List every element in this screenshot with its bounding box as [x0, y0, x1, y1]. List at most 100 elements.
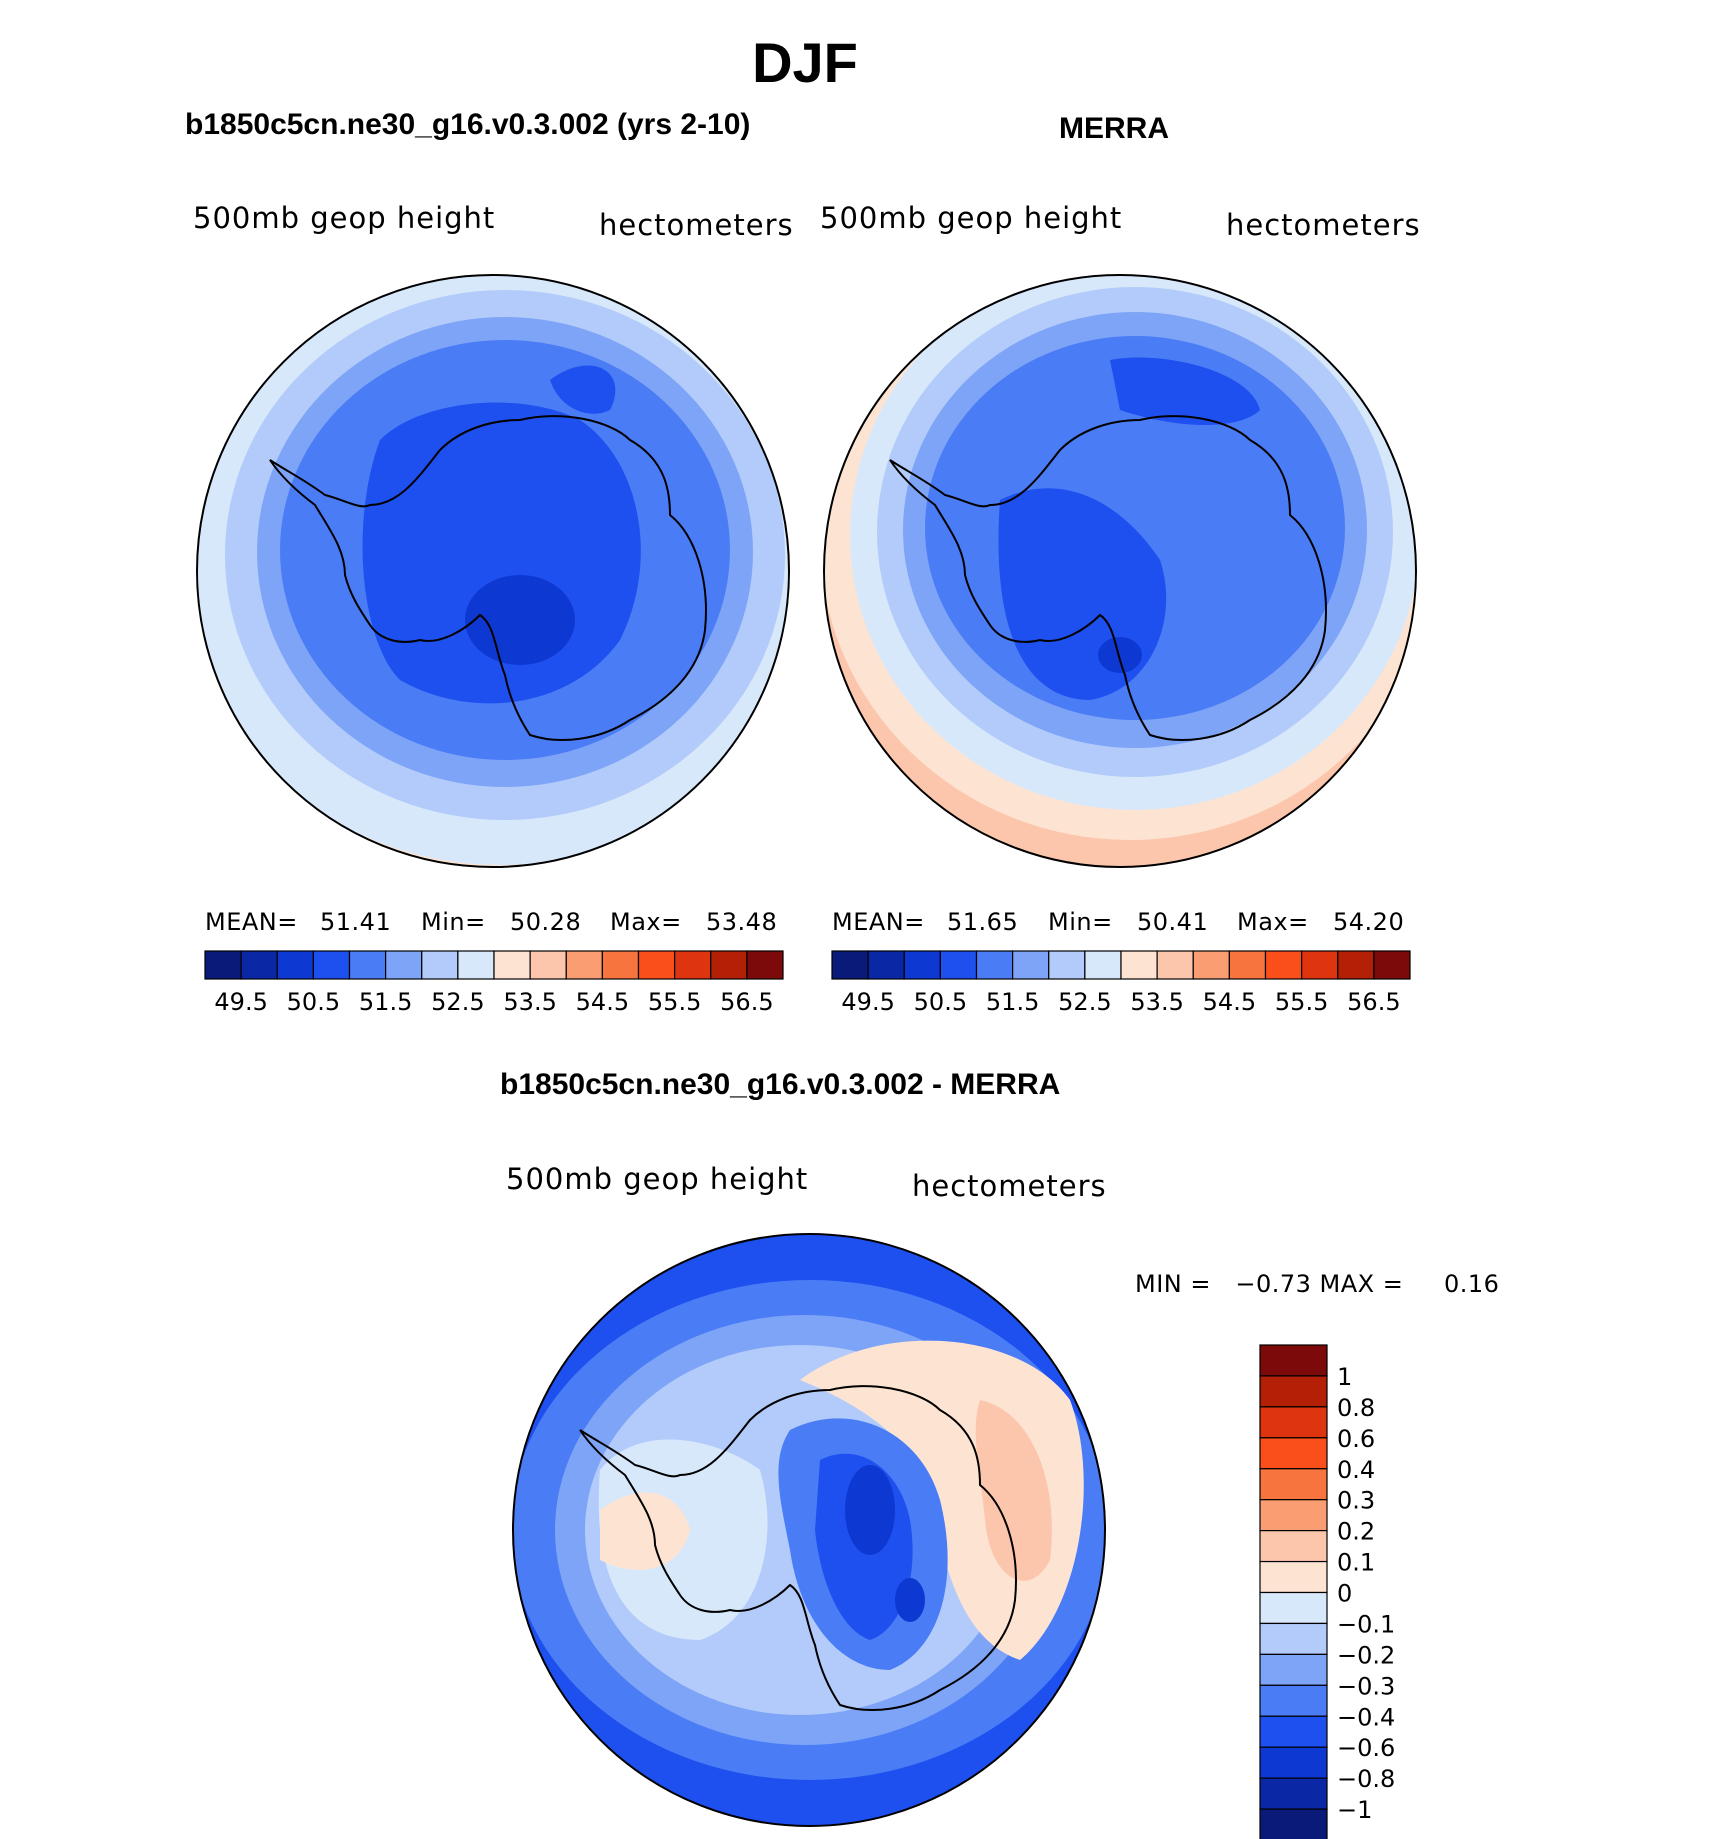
panel-1-colorbar-swatch: [601, 950, 640, 980]
panel-2-colorbar-swatch: [867, 950, 905, 980]
panel-1-colorbar-tick-label: 50.5: [287, 988, 340, 1016]
panel-2-colorbar-swatch: [1120, 950, 1158, 980]
difference-colorbar-swatch: [1259, 1777, 1328, 1810]
difference-colorbar-swatch: [1259, 1715, 1328, 1748]
panel-1-colorbar-swatch: [204, 950, 242, 980]
panel-1-band-50: [465, 575, 575, 665]
panel-2-colorbar-swatch: [1337, 950, 1375, 980]
difference-colorbar-swatch: [1259, 1468, 1328, 1501]
panel-1-colorbar-tick-label: 55.5: [648, 988, 701, 1016]
panel-2-map: [823, 274, 1417, 868]
difference-colorbar-swatch: [1259, 1591, 1328, 1625]
difference-colorbar-swatch: [1259, 1344, 1328, 1377]
panel-2-band-50: [1098, 637, 1142, 673]
panel-2-blob: [1110, 357, 1260, 425]
panel-1-colorbar-swatch: [348, 950, 387, 980]
panel-1-colorbar-tick-label: 53.5: [503, 988, 556, 1016]
difference-colorbar-tick-label: −0.2: [1337, 1641, 1395, 1669]
panel-2-colorbar-tick-label: 50.5: [914, 988, 967, 1016]
panel-1-colorbar: 49.5 50.5 51.5 52.5 53.5 54.5 55.5 56.5: [204, 950, 784, 1016]
panel-1-colorbar-tick-label: 49.5: [214, 988, 267, 1016]
panel-1-colorbar-swatch: [637, 950, 676, 980]
difference-colorbar-swatch: [1259, 1653, 1328, 1686]
panel-1-colorbar-swatch: [746, 950, 784, 980]
difference-colorbar-tick-label: −0.6: [1337, 1734, 1395, 1762]
difference-colorbar-tick-label: 0.8: [1337, 1394, 1375, 1422]
panel-1-colorbar-swatch: [312, 950, 351, 980]
panel-2-colorbar-swatch: [1012, 950, 1050, 980]
difference-colorbar-swatch: [1259, 1406, 1328, 1439]
panel-2-min-label: Min=: [1048, 908, 1113, 936]
difference-title: b1850c5cn.ne30_g16.v0.3.002 - MERRA: [500, 1068, 1061, 1101]
panel-2-colorbar-swatch: [903, 950, 941, 980]
panel-2-mean-value: 51.65: [947, 908, 1019, 936]
difference-units-label: hectometers: [912, 1169, 1107, 1203]
difference-colorbar-swatch: [1259, 1375, 1328, 1408]
difference-colorbar-tick-label: 0: [1337, 1580, 1352, 1608]
difference-colorbar-swatch: [1259, 1808, 1328, 1839]
difference-colorbar-swatch: [1259, 1746, 1328, 1779]
difference-colorbar-swatch: [1259, 1530, 1328, 1563]
panel-2-colorbar-swatch: [1192, 950, 1230, 980]
panel-2-colorbar-tick-label: 56.5: [1347, 988, 1400, 1016]
panel-2-colorbar-swatch: [1264, 950, 1303, 980]
difference-colorbar-tick-label: 0.6: [1337, 1425, 1375, 1453]
panel-2-colorbar-swatch: [1228, 950, 1267, 980]
panel-2-colorbar-swatch: [1156, 950, 1194, 980]
panel-1-mean-label: MEAN=: [205, 908, 298, 936]
panel-2-variable-label: 500mb geop height: [820, 201, 1123, 235]
difference-colorbar-swatch: [1259, 1499, 1328, 1532]
difference-variable-label: 500mb geop height: [506, 1162, 809, 1196]
difference-colorbar-tick-label: 1: [1337, 1363, 1352, 1391]
panel-2-min-value: 50.41: [1137, 908, 1209, 936]
panel-2-colorbar-tick-label: 55.5: [1275, 988, 1328, 1016]
panel-2-max-label: Max=: [1237, 908, 1309, 936]
difference-colorbar-tick-label: −0.4: [1337, 1703, 1395, 1731]
panel-2-colorbar-swatch: [1084, 950, 1122, 980]
panel-1-title: b1850c5cn.ne30_g16.v0.3.002 (yrs 2-10): [185, 108, 751, 141]
panel-2-max-value: 54.20: [1333, 908, 1405, 936]
panel-1-colorbar-swatch: [240, 950, 278, 980]
panel-2-colorbar-tick-label: 52.5: [1058, 988, 1111, 1016]
panel-1-min-label: Min=: [421, 908, 486, 936]
panel-1-colorbar-swatch: [421, 950, 459, 980]
panel-2-title: MERRA: [1059, 112, 1169, 145]
panel-1-colorbar-swatch: [529, 950, 567, 980]
difference-colorbar-swatch: [1259, 1560, 1328, 1594]
panel-2-mean-label: MEAN=: [832, 908, 925, 936]
panel-2-colorbar: 49.5 50.5 51.5 52.5 53.5 54.5 55.5 56.5: [831, 950, 1411, 1016]
panel-1-max-label: Max=: [610, 908, 682, 936]
panel-1-colorbar-swatch: [457, 950, 495, 980]
difference-colorbar-tick-label: −1: [1337, 1796, 1372, 1824]
panel-1-colorbar-swatch: [276, 950, 314, 980]
panel-1-colorbar-tick-label: 52.5: [431, 988, 484, 1016]
difference-colorbar-tick-label: −0.1: [1337, 1610, 1395, 1638]
difference-colorbar-tick-label: 0.3: [1337, 1487, 1375, 1515]
difference-colorbar-swatch: [1259, 1622, 1328, 1655]
panel-2-colorbar-tick-label: 53.5: [1130, 988, 1183, 1016]
diff-band-neg08: [845, 1465, 895, 1555]
panel-1-variable-label: 500mb geop height: [193, 201, 496, 235]
panel-2-colorbar-tick-label: 49.5: [841, 988, 894, 1016]
diff-band-pos02: [975, 1400, 1052, 1581]
panel-1-blob: [550, 365, 616, 414]
panel-1-mean-value: 51.41: [320, 908, 392, 936]
difference-colorbar-tick-label: −0.3: [1337, 1672, 1395, 1700]
difference-colorbar-tick-label: 0.1: [1337, 1549, 1375, 1577]
panel-1-colorbar-tick-label: 51.5: [359, 988, 412, 1016]
panel-1-colorbar-swatch: [385, 950, 423, 980]
panel-1-colorbar-swatch: [710, 950, 748, 980]
panel-2-colorbar-tick-label: 54.5: [1203, 988, 1256, 1016]
panel-2-colorbar-swatch: [1301, 950, 1339, 980]
panel-2-colorbar-tick-label: 51.5: [986, 988, 1039, 1016]
panel-2-colorbar-swatch: [939, 950, 978, 980]
difference-colorbar-tick-label: 0.2: [1337, 1518, 1375, 1546]
panel-1-colorbar-swatch: [493, 950, 531, 980]
panel-1-colorbar-tick-label: 54.5: [576, 988, 629, 1016]
difference-colorbar: 1 0.8 0.6 0.4 0.3 0.2 0.1 0−0.1 −0.2 −0.3 −0.4 −0.6…: [1259, 1344, 1395, 1839]
panel-1-outline: [196, 274, 790, 868]
panel-1-min-value: 50.28: [510, 908, 582, 936]
difference-colorbar-tick-label: −0.8: [1337, 1765, 1395, 1793]
difference-colorbar-tick-label: 0.4: [1337, 1456, 1375, 1484]
